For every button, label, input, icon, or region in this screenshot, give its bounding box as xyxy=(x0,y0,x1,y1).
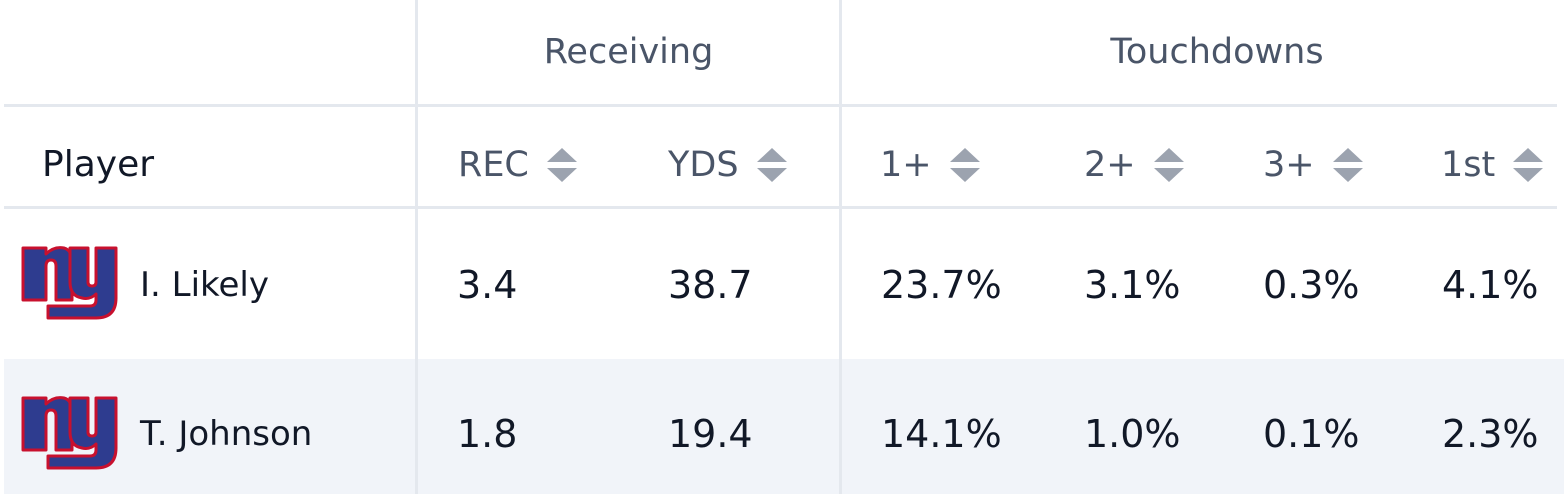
column-header-label: 2+ xyxy=(1084,145,1136,185)
column-header-label: 3+ xyxy=(1263,145,1315,185)
row-divider xyxy=(4,104,1557,107)
cell-td-2plus: 3.1% xyxy=(1084,263,1181,307)
sort-icon[interactable] xyxy=(1153,148,1184,182)
ny-giants-logo-icon xyxy=(21,396,118,470)
column-header-3plus[interactable]: 3+ xyxy=(1263,140,1363,190)
row-divider xyxy=(4,206,1557,209)
table-row-alt-background xyxy=(4,359,1564,494)
column-header-1st[interactable]: 1st xyxy=(1441,140,1544,190)
group-header-receiving: Receiving xyxy=(543,32,714,72)
ny-giants-logo-icon xyxy=(21,246,118,320)
sort-icon[interactable] xyxy=(1513,148,1544,182)
cell-yds: 19.4 xyxy=(668,412,753,456)
sort-icon[interactable] xyxy=(546,148,577,182)
sort-icon[interactable] xyxy=(1332,148,1363,182)
column-divider xyxy=(839,0,842,494)
cell-td-1st: 2.3% xyxy=(1442,412,1539,456)
column-header-label: YDS xyxy=(668,145,739,185)
cell-td-1plus: 23.7% xyxy=(881,263,1002,307)
cell-td-1plus: 14.1% xyxy=(881,412,1002,456)
cell-rec: 1.8 xyxy=(457,412,518,456)
cell-td-3plus: 0.1% xyxy=(1263,412,1360,456)
column-header-1plus[interactable]: 1+ xyxy=(880,140,980,190)
column-header-label: 1+ xyxy=(880,145,932,185)
group-header-touchdowns: Touchdowns xyxy=(1110,32,1324,72)
sort-icon[interactable] xyxy=(949,148,980,182)
cell-td-2plus: 1.0% xyxy=(1084,412,1181,456)
column-header-label: 1st xyxy=(1441,145,1496,185)
column-header-2plus[interactable]: 2+ xyxy=(1084,140,1184,190)
column-divider xyxy=(415,0,418,494)
cell-td-1st: 4.1% xyxy=(1442,263,1539,307)
cell-td-3plus: 0.3% xyxy=(1263,263,1360,307)
player-name[interactable]: T. Johnson xyxy=(140,414,313,454)
cell-rec: 3.4 xyxy=(457,263,518,307)
column-header-label: REC xyxy=(458,145,529,185)
player-name[interactable]: I. Likely xyxy=(140,265,269,305)
column-header-yds[interactable]: YDS xyxy=(668,140,787,190)
sort-icon[interactable] xyxy=(756,148,787,182)
cell-yds: 38.7 xyxy=(668,263,753,307)
column-header-rec[interactable]: REC xyxy=(458,140,577,190)
column-header-player: Player xyxy=(42,144,155,185)
